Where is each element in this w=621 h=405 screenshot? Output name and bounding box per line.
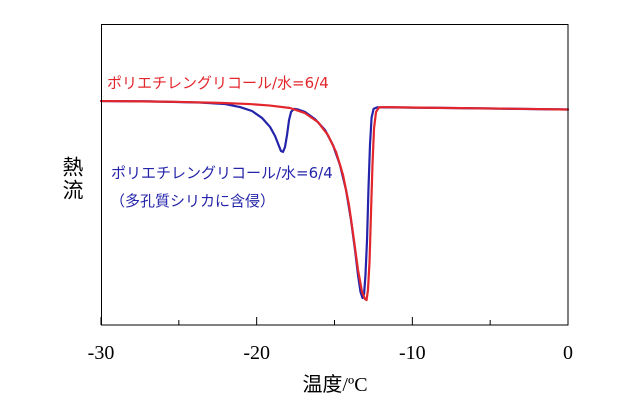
series-2-label-line-2: （多孔質シリカに含侵） — [110, 192, 275, 210]
series-layer — [99, 99, 570, 302]
tick-layer — [100, 317, 569, 325]
x-tick-label: -20 — [243, 342, 270, 364]
x-tick-label: -30 — [88, 342, 115, 364]
tick-label-layer: -30 -20 -10 0 — [88, 342, 573, 364]
y-axis-title: 熱流 — [60, 156, 84, 202]
series-2-label-line-1: ポリエチレングリコール/水=6/4 — [111, 164, 333, 182]
x-tick-label: -10 — [399, 342, 426, 364]
series-1-label: ポリエチレングリコール/水=6/4 — [107, 74, 329, 92]
x-axis-title: 温度/ºC — [302, 373, 367, 396]
x-tick-label: 0 — [563, 342, 573, 364]
series-line-1 — [99, 99, 570, 302]
